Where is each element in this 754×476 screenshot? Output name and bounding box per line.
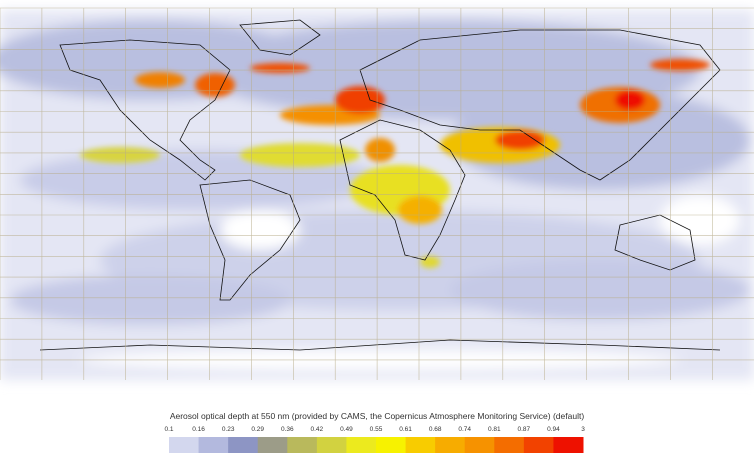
colorbar-tick-label: 0.55 [370,426,383,433]
colorbar-tick-label: 0.36 [281,426,294,433]
colorbar-segment [494,437,525,453]
colorbar-tick-label: 0.1 [164,426,173,433]
colorbar-segment [316,437,347,453]
legend-title: Aerosol optical depth at 550 nm (provide… [170,411,585,421]
colorbar-tick-label: 0.68 [429,426,442,433]
colorbar-tick-label: 0.16 [192,426,205,433]
colorbar-tick-label: 0.61 [399,426,412,433]
colorbar-tick-label: 0.23 [222,426,235,433]
map-grid [0,7,754,380]
colorbar-segment [405,437,436,453]
colorbar: 0.1 0.16 0.23 0.29 0.36 0.42 0.49 0.55 0.61 0.68 0… [164,426,585,453]
colorbar-tick-label: 0.74 [458,426,471,433]
colorbar-segment [228,437,259,453]
colorbar-segment [464,437,495,453]
colorbar-segment [346,437,377,453]
colorbar-tick-label: 0.29 [251,426,264,433]
colorbar-segment [257,437,288,453]
colorbar-tick-label: 3 [581,426,585,433]
colorbar-segment [169,437,200,453]
colorbar-tick-label: 0.94 [547,426,560,433]
colorbar-segment [198,437,229,453]
colorbar-segment [523,437,554,453]
colorbar-segment [435,437,466,453]
colorbar-tick-label: 0.49 [340,426,353,433]
colorbar-segment [287,437,318,453]
colorbar-segment [553,437,584,453]
coastlines [39,19,721,351]
colorbar-tick-label: 0.81 [488,426,501,433]
colorbar-tick-label: 0.87 [518,426,531,433]
colorbar-segment [376,437,407,453]
colorbar-tick-label: 0.42 [311,426,324,433]
